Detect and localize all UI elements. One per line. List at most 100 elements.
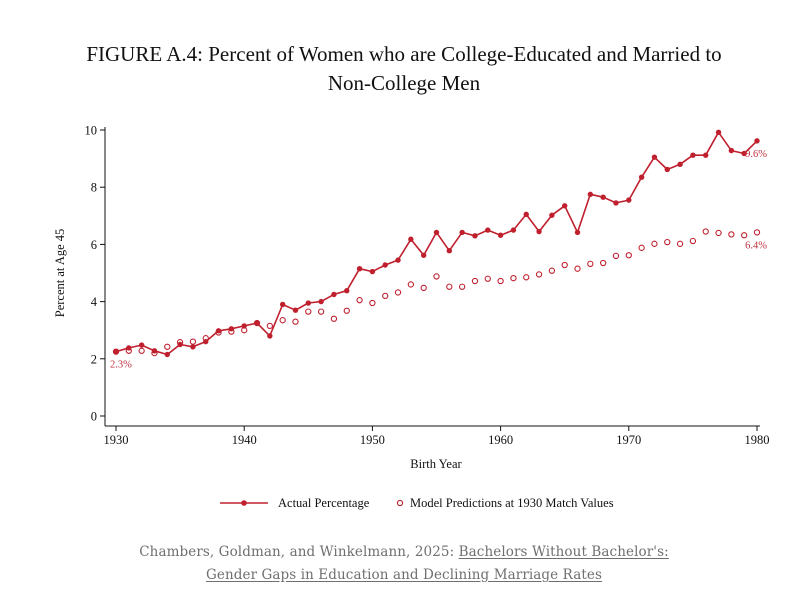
actual-percentage-point bbox=[318, 298, 324, 305]
model-prediction-point bbox=[523, 274, 530, 281]
model-prediction-point bbox=[343, 307, 350, 314]
actual-percentage-point bbox=[369, 268, 376, 275]
model-prediction-point bbox=[574, 265, 581, 272]
annotation-label: 6.4% bbox=[745, 240, 767, 251]
model-prediction-point bbox=[279, 317, 286, 324]
actual-percentage-point bbox=[203, 338, 209, 345]
y-tick-label: 2 bbox=[91, 352, 97, 366]
model-prediction-point bbox=[382, 292, 389, 300]
model-prediction-point bbox=[471, 277, 479, 285]
actual-percentage-point bbox=[420, 252, 427, 258]
model-prediction-point bbox=[420, 284, 427, 292]
actual-percentage-line bbox=[115, 131, 758, 356]
model-prediction-point bbox=[189, 338, 197, 345]
model-prediction-point bbox=[741, 232, 748, 239]
actual-percentage-point bbox=[638, 174, 645, 180]
actual-percentage-point bbox=[728, 147, 735, 154]
actual-percentage-point bbox=[215, 328, 222, 334]
model-prediction-point bbox=[651, 240, 658, 247]
model-prediction-point bbox=[369, 299, 376, 307]
y-tick-label: 6 bbox=[91, 238, 97, 252]
actual-percentage-point bbox=[228, 326, 235, 332]
actual-percentage-point bbox=[523, 211, 529, 218]
model-prediction-point bbox=[715, 229, 722, 237]
actual-percentage-point bbox=[433, 229, 440, 236]
x-tick-label: 1940 bbox=[232, 433, 257, 447]
model-prediction-point bbox=[587, 260, 594, 267]
model-prediction-point bbox=[433, 273, 440, 280]
actual-percentage-point bbox=[241, 323, 247, 329]
actual-percentage-point bbox=[626, 197, 632, 203]
actual-percentage-point bbox=[356, 266, 363, 272]
actual-percentage-point bbox=[177, 341, 183, 348]
actual-percentage-point bbox=[497, 232, 504, 238]
actual-percentage-point bbox=[690, 152, 696, 158]
annotation-label: 2.3% bbox=[110, 360, 132, 371]
model-prediction-point bbox=[600, 259, 607, 267]
x-tick-label: 1930 bbox=[104, 433, 129, 447]
actual-percentage-point bbox=[574, 229, 581, 236]
actual-percentage-point bbox=[305, 300, 311, 306]
legend-actual-marker bbox=[241, 500, 247, 506]
model-prediction-point bbox=[664, 238, 671, 246]
model-prediction-point bbox=[305, 308, 312, 315]
model-prediction-point bbox=[753, 229, 761, 236]
model-prediction-point bbox=[317, 308, 325, 315]
actual-percentage-point bbox=[472, 233, 478, 239]
x-tick-label: 1970 bbox=[616, 433, 641, 447]
legend-actual-label: Actual Percentage bbox=[278, 496, 370, 510]
actual-percentage-point bbox=[485, 227, 491, 233]
actual-percentage-point bbox=[292, 307, 299, 313]
actual-percentage-point bbox=[408, 236, 414, 242]
y-axis-label: Percent at Age 45 bbox=[53, 229, 67, 318]
actual-percentage-point bbox=[279, 301, 286, 308]
actual-percentage-point bbox=[754, 138, 760, 144]
actual-percentage-point bbox=[126, 345, 132, 351]
actual-percentage-point bbox=[382, 262, 388, 268]
model-prediction-point bbox=[676, 240, 684, 247]
model-prediction-point bbox=[458, 283, 466, 290]
actual-percentage-point bbox=[587, 191, 594, 198]
actual-percentage-point bbox=[267, 333, 273, 339]
actual-percentage-point bbox=[703, 152, 709, 158]
model-prediction-point bbox=[330, 315, 338, 322]
y-tick-label: 10 bbox=[85, 124, 98, 138]
caption-link-subtitle[interactable]: Gender Gaps in Education and Declining M… bbox=[205, 567, 603, 583]
legend: Actual Percentage Model Predictions at 1… bbox=[220, 496, 614, 510]
chart-title-line-1: FIGURE A.4: Percent of Women who are Col… bbox=[86, 42, 721, 66]
actual-percentage-point bbox=[562, 203, 568, 209]
actual-percentage-point bbox=[613, 200, 619, 206]
actual-percentage-point bbox=[510, 227, 517, 233]
y-tick-label: 4 bbox=[91, 295, 98, 309]
actual-percentage-point bbox=[331, 291, 337, 298]
actual-percentage-point bbox=[446, 247, 453, 254]
actual-percentage-point bbox=[254, 320, 260, 326]
model-prediction-point bbox=[292, 318, 299, 325]
actual-percentage-point bbox=[190, 344, 196, 350]
model-prediction-point bbox=[164, 343, 171, 350]
model-prediction-point bbox=[548, 267, 556, 274]
actual-percentage-point bbox=[741, 150, 747, 157]
legend-model-marker bbox=[396, 499, 404, 507]
x-tick-label: 1950 bbox=[360, 433, 385, 447]
model-prediction-point bbox=[625, 252, 632, 259]
actual-percentage-point bbox=[344, 288, 350, 294]
actual-percentage-point bbox=[677, 161, 683, 168]
chart: FIGURE A.4: Percent of Women who are Col… bbox=[53, 42, 770, 510]
model-prediction-point bbox=[484, 275, 491, 282]
actual-percentage-point bbox=[138, 342, 145, 348]
model-prediction-point bbox=[266, 322, 273, 330]
caption-link-title[interactable]: Bachelors Without Bachelor's: bbox=[458, 544, 669, 560]
x-tick-label: 1960 bbox=[488, 433, 513, 447]
chart-title-line-2: Non-College Men bbox=[328, 71, 481, 95]
y-tick-label: 8 bbox=[91, 181, 97, 195]
caption-prefix: Chambers, Goldman, and Winkelmann, 2025: bbox=[139, 544, 459, 560]
actual-percentage-point bbox=[651, 154, 658, 160]
model-prediction-point bbox=[638, 244, 645, 251]
actual-percentage-point bbox=[715, 129, 722, 135]
model-prediction-point bbox=[138, 347, 145, 354]
model-prediction-point bbox=[446, 283, 453, 290]
actual-percentage-point bbox=[549, 212, 555, 218]
model-prediction-point bbox=[497, 277, 504, 285]
model-prediction-point bbox=[510, 274, 517, 282]
